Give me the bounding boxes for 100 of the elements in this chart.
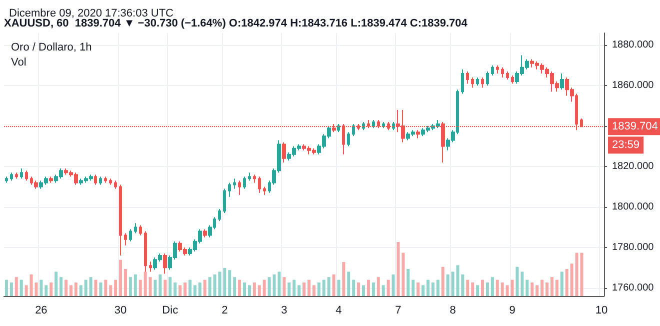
candlestick: [352, 124, 355, 137]
candlestick: [223, 188, 226, 214]
candlestick: [486, 70, 489, 86]
bar: [188, 280, 192, 296]
bar: [426, 280, 430, 296]
candlestick: [337, 124, 340, 133]
bar: [233, 277, 236, 296]
bar: [54, 272, 58, 296]
candlestick: [258, 176, 261, 194]
bar: [466, 280, 470, 296]
bar: [50, 282, 53, 296]
candlestick: [282, 142, 286, 163]
bar: [506, 285, 509, 296]
bar: [228, 270, 232, 296]
bar: [128, 277, 132, 296]
candlestick: [481, 77, 484, 88]
candlestick: [119, 184, 122, 256]
bar: [332, 274, 336, 296]
candlestick: [134, 222, 137, 234]
candlestick: [203, 228, 207, 238]
candlestick: [20, 168, 23, 180]
bar: [183, 282, 186, 296]
bar: [298, 285, 301, 296]
candlestick: [471, 77, 474, 88]
bar: [545, 282, 548, 296]
bar: [376, 277, 380, 296]
bar: [64, 280, 68, 296]
x-tick-label: 10: [595, 304, 608, 316]
bar: [262, 280, 266, 296]
bar: [158, 274, 162, 296]
bar: [89, 277, 92, 296]
bar: [357, 282, 360, 296]
chart-subtitle: Dicembre 09, 2020 17:36:03 UTC: [9, 8, 174, 20]
candlestick: [511, 74, 514, 84]
x-tick-label: 3: [281, 304, 288, 316]
ref-line-label: 1839.704: [612, 120, 658, 133]
candlestick: [501, 66, 504, 78]
candlestick: [163, 253, 167, 274]
y-tick-label: 1860.000: [612, 80, 654, 92]
candlestick: [347, 132, 350, 147]
candlestick: [34, 180, 38, 190]
y-tick-label: 1800.000: [612, 201, 654, 212]
candlestick: [218, 208, 221, 222]
candlestick: [104, 176, 107, 184]
text: Oro / Dollaro, 1h: [11, 42, 92, 54]
candlestick: [49, 176, 53, 184]
candlestick: [94, 174, 97, 186]
bar: [44, 285, 48, 296]
candlestick: [248, 172, 251, 182]
bar: [520, 272, 524, 296]
bar: [555, 280, 558, 296]
bar: [516, 266, 519, 296]
x-tick-label: 26: [35, 304, 48, 316]
x-tick-label: 8: [450, 304, 456, 316]
bar: [164, 280, 167, 296]
bar: [79, 285, 82, 296]
bar: [223, 268, 226, 296]
candlestick: [461, 68, 464, 94]
candlestick: [416, 130, 420, 139]
y-tick-label: 1820.000: [612, 161, 654, 172]
bar: [278, 272, 281, 296]
bar: [104, 280, 108, 296]
candlestick: [382, 122, 385, 129]
bar: [342, 262, 346, 296]
x-tick-label: 4: [336, 304, 342, 316]
candlestick: [109, 178, 112, 186]
bar: [416, 282, 420, 296]
bar: [386, 280, 390, 296]
bar: [486, 282, 489, 296]
candlestick: [496, 64, 499, 74]
candlestick: [149, 261, 152, 272]
bar: [461, 274, 464, 296]
bar: [20, 280, 23, 296]
bar: [560, 272, 564, 296]
chart-title: Vol: [11, 56, 26, 68]
bar: [124, 269, 127, 296]
bar: [168, 277, 172, 296]
bar: [366, 280, 370, 296]
bar: [490, 277, 494, 296]
bar: [242, 282, 246, 296]
bar: [60, 277, 63, 296]
candlestick: [228, 182, 231, 198]
bar: [540, 280, 544, 296]
candlestick: [491, 64, 494, 76]
bar: [436, 280, 440, 296]
bar: [362, 285, 366, 296]
bar: [431, 282, 434, 296]
bar: [119, 260, 122, 296]
candlestick: [253, 174, 256, 184]
candlestick: [238, 180, 241, 196]
bar: [382, 285, 385, 296]
candlestick: [5, 176, 8, 184]
candlestick: [466, 70, 469, 84]
bar: [238, 280, 242, 296]
candlestick: [560, 72, 564, 90]
bar: [198, 282, 202, 296]
bar: [288, 282, 291, 296]
bar: [252, 282, 256, 296]
bar: [530, 282, 534, 296]
bar: [178, 285, 182, 296]
